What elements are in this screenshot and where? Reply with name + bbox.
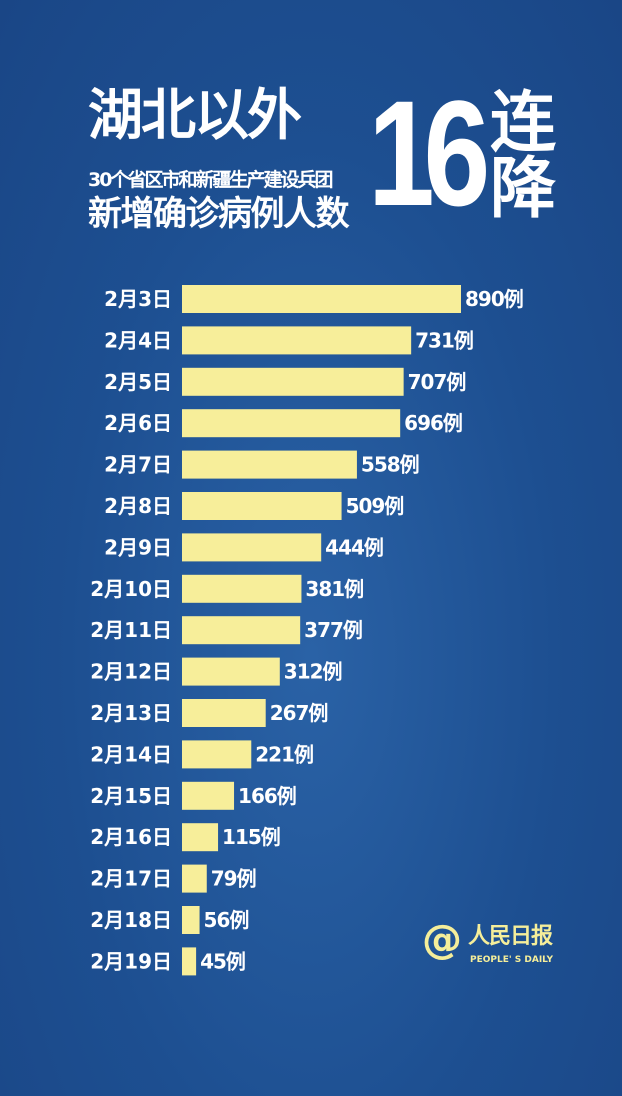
title-line2: 新增确诊病例人数 [88, 194, 350, 234]
title: 湖北以外 [88, 83, 302, 147]
category-label: 2月5日 [104, 370, 172, 394]
bar [182, 326, 412, 355]
category-label: 2月12日 [90, 660, 172, 684]
bar [182, 823, 219, 852]
bar [182, 450, 357, 479]
value-label: 56例 [204, 908, 249, 932]
bar [182, 657, 280, 686]
bar [182, 947, 197, 976]
bar [182, 409, 401, 438]
category-label: 2月15日 [90, 784, 172, 808]
logo-name-cn: 人民日报 [468, 924, 553, 949]
bar [182, 367, 404, 396]
category-label: 2月17日 [90, 867, 172, 891]
category-label: 2月8日 [104, 494, 172, 518]
value-label: 381例 [305, 577, 363, 601]
bar [182, 781, 235, 810]
category-label: 2月11日 [90, 618, 172, 642]
value-label: 312例 [284, 660, 342, 684]
bar [182, 492, 342, 520]
category-label: 2月18日 [90, 908, 172, 932]
value-label: 267例 [270, 701, 328, 725]
category-label: 2月9日 [104, 535, 172, 559]
peoples-daily-logo: @ 人民日报 PEOPLE' S DAILY [422, 920, 582, 970]
value-label: 558例 [361, 453, 419, 477]
bar [182, 616, 301, 645]
category-label: 2月4日 [104, 328, 172, 352]
logo-name-en: PEOPLE' S DAILY [470, 955, 554, 965]
category-label: 2月13日 [90, 701, 172, 725]
value-label: 45例 [200, 949, 245, 973]
category-label: 2月3日 [104, 287, 172, 311]
category-label: 2月16日 [90, 825, 172, 849]
category-label: 2月7日 [104, 453, 172, 477]
big-number: 16 [368, 69, 490, 237]
value-label: 79例 [211, 867, 256, 891]
category-label: 2月19日 [90, 949, 172, 973]
at-icon: @ [422, 917, 462, 963]
category-label: 2月14日 [90, 742, 172, 766]
big-word: 连降 [490, 84, 556, 227]
bar [182, 574, 302, 603]
value-label: 890例 [465, 287, 523, 311]
value-label: 166例 [238, 784, 296, 808]
value-label: 444例 [325, 535, 383, 559]
subtitle: 30个省区市和新疆生产建设兵团 [88, 169, 333, 191]
value-label: 707例 [408, 370, 466, 394]
value-label: 115例 [222, 825, 280, 849]
value-label: 377例 [304, 618, 362, 642]
bar [182, 533, 322, 562]
value-label: 696例 [404, 411, 462, 435]
bar [182, 699, 266, 727]
bar [182, 285, 461, 313]
category-label: 2月10日 [90, 577, 172, 601]
value-label: 731例 [415, 328, 473, 352]
bar [182, 906, 200, 934]
bar [182, 864, 207, 893]
bar [182, 740, 252, 769]
category-label: 2月6日 [104, 411, 172, 435]
value-label: 221例 [255, 742, 313, 766]
value-label: 509例 [346, 494, 404, 518]
